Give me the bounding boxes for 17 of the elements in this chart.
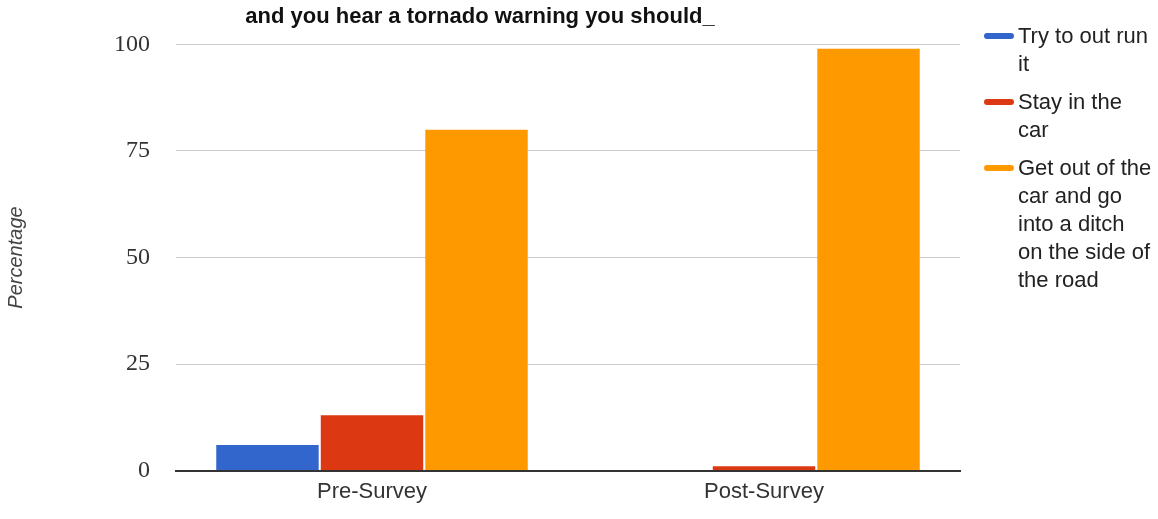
legend-label: Try to out run it	[1018, 22, 1149, 78]
bar	[320, 415, 424, 471]
x-tick-label: Post-Survey	[704, 477, 824, 503]
bar	[216, 445, 319, 471]
y-tick-label: 25	[126, 349, 150, 376]
y-tick-label: 50	[126, 242, 150, 269]
legend-label: Stay in the car	[1018, 88, 1123, 144]
y-axis-title: Percentage	[3, 206, 26, 309]
chart-title: and you hear a tornado warning you should_	[245, 3, 716, 29]
legend-label: Get out of the car and go into a ditch on the side of the road	[1018, 154, 1153, 294]
bar	[712, 466, 816, 471]
y-tick-label: 75	[126, 136, 150, 163]
x-tick-label: Pre-Survey	[316, 477, 428, 503]
bar	[425, 129, 528, 471]
bar	[817, 48, 920, 471]
y-tick-label: 100	[114, 29, 150, 56]
y-tick-label: 0	[138, 455, 150, 482]
